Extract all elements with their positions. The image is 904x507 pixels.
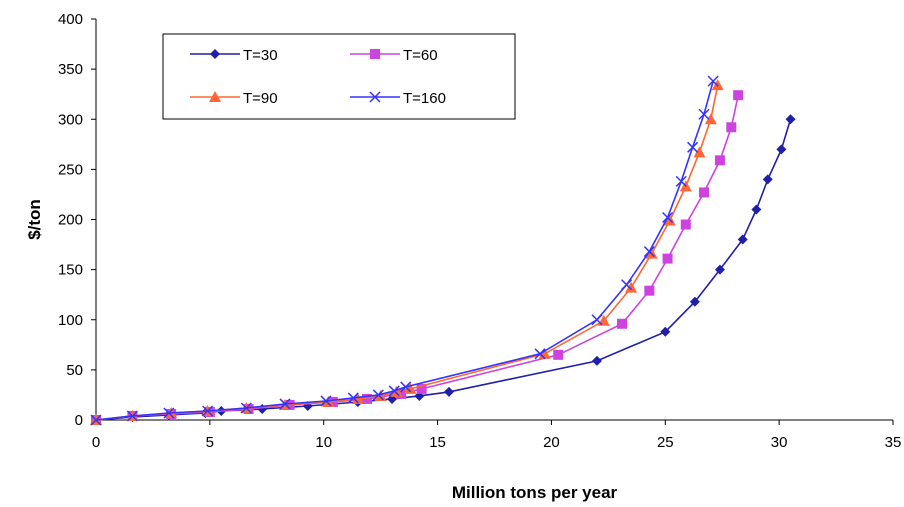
y-tick-label: 0 xyxy=(75,412,83,429)
data-point xyxy=(279,398,291,410)
data-point xyxy=(698,108,710,120)
data-point xyxy=(693,146,706,158)
legend-marker xyxy=(209,91,221,102)
data-point xyxy=(762,174,773,185)
legend-label: T=30 xyxy=(243,47,278,64)
x-tick-label: 20 xyxy=(543,434,560,451)
series-layer xyxy=(90,75,796,426)
data-point xyxy=(390,385,403,397)
y-tick-label: 150 xyxy=(58,262,83,279)
series-line xyxy=(95,80,714,421)
data-point xyxy=(591,355,602,366)
data-point xyxy=(400,381,412,393)
legend-item: T=60 xyxy=(350,47,438,64)
data-point xyxy=(320,395,332,407)
data-point xyxy=(351,392,364,404)
y-axis-title: $/ton xyxy=(25,199,44,240)
legend-marker xyxy=(369,91,381,103)
x-tick-label: 30 xyxy=(771,434,788,451)
x-tick-label: 5 xyxy=(206,434,214,451)
legend-marker xyxy=(370,49,380,59)
data-point xyxy=(163,407,175,419)
y-tick-label: 400 xyxy=(58,11,83,28)
data-point xyxy=(374,389,387,401)
y-tick-label: 100 xyxy=(58,312,83,329)
series-line xyxy=(95,85,719,421)
legend-marker xyxy=(210,49,220,59)
legend-item: T=160 xyxy=(350,90,446,107)
data-point xyxy=(726,122,737,133)
data-point xyxy=(396,388,407,399)
data-point xyxy=(737,234,748,245)
data-point xyxy=(733,90,744,101)
data-point xyxy=(388,385,400,397)
legend: T=30 T=60 T=90 T=160 xyxy=(162,33,516,120)
data-point xyxy=(643,246,655,258)
data-point xyxy=(776,144,787,155)
data-point xyxy=(689,296,700,307)
data-point xyxy=(704,113,717,125)
data-point xyxy=(751,204,762,215)
data-point xyxy=(90,414,102,426)
x-tick-label: 25 xyxy=(657,434,674,451)
data-point xyxy=(662,211,674,224)
data-point xyxy=(202,405,214,417)
data-point xyxy=(707,75,719,87)
data-point xyxy=(534,348,546,360)
x-tick-label: 35 xyxy=(885,434,902,451)
legend-label: T=160 xyxy=(403,90,446,107)
data-point xyxy=(591,314,603,326)
data-point xyxy=(240,402,252,414)
x-tick-label: 15 xyxy=(429,434,446,451)
x-tick-label: 0 xyxy=(92,434,100,451)
legend-item: T=30 xyxy=(190,47,278,64)
data-point xyxy=(372,389,384,401)
legend-label: T=90 xyxy=(243,90,278,107)
data-point xyxy=(714,155,725,166)
series-T=160 xyxy=(90,75,719,426)
y-tick-label: 250 xyxy=(58,161,83,178)
series-T=90 xyxy=(90,79,724,425)
data-point xyxy=(617,318,628,329)
y-tick-label: 50 xyxy=(66,362,83,379)
data-point xyxy=(660,326,671,337)
data-point xyxy=(687,141,699,153)
data-point xyxy=(347,392,359,404)
data-point xyxy=(698,187,709,198)
data-point xyxy=(714,264,725,275)
data-point xyxy=(680,219,691,230)
data-point xyxy=(644,285,655,296)
data-point xyxy=(662,253,673,264)
data-point xyxy=(785,114,796,125)
x-tick-label: 10 xyxy=(315,434,332,451)
data-point xyxy=(126,410,138,422)
data-point xyxy=(443,386,454,397)
data-point xyxy=(361,393,372,404)
y-tick-label: 300 xyxy=(58,111,83,128)
y-tick-label: 200 xyxy=(58,212,83,229)
y-tick-label: 350 xyxy=(58,61,83,78)
data-point xyxy=(416,383,427,394)
data-point xyxy=(621,279,633,291)
data-point xyxy=(553,349,564,360)
legend-box xyxy=(162,33,516,120)
data-point xyxy=(625,281,638,293)
series-line xyxy=(95,95,739,421)
data-point xyxy=(404,382,417,394)
legend-item: T=90 xyxy=(190,90,278,107)
legend-label: T=60 xyxy=(403,47,438,64)
x-axis-title: Million tons per year xyxy=(452,483,618,502)
data-point xyxy=(675,175,687,187)
